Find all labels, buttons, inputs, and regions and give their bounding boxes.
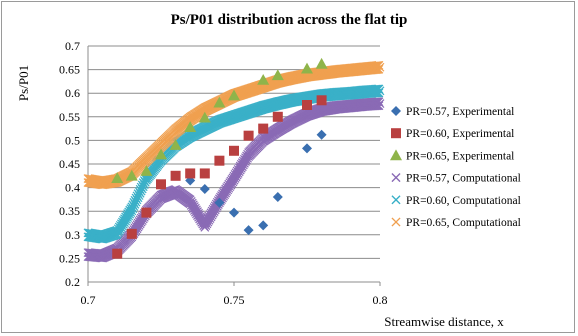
- experimental-point: [316, 129, 327, 140]
- experimental-point: [302, 143, 312, 154]
- experimental-point: [272, 111, 283, 122]
- experimental-point: [315, 57, 328, 69]
- series-2: [111, 57, 328, 183]
- experimental-point: [111, 172, 124, 183]
- legend-label: PR=0.60, Computational: [406, 195, 521, 207]
- legend-label: PR=0.57, Computational: [406, 173, 521, 185]
- computational-point: [375, 99, 385, 109]
- x-tick-label: 0.75: [224, 293, 245, 307]
- axes: [87, 46, 381, 286]
- experimental-point: [229, 145, 239, 156]
- computational-point: [375, 86, 385, 96]
- experimental-point: [199, 184, 210, 195]
- series-1: [112, 95, 327, 259]
- y-tick-label: 0.55: [59, 110, 80, 124]
- y-tick-label: 0.45: [59, 157, 80, 171]
- experimental-point: [198, 111, 211, 123]
- experimental-point: [229, 207, 239, 218]
- experimental-point: [301, 62, 313, 74]
- series-0: [185, 129, 327, 236]
- experimental-point: [185, 168, 196, 179]
- experimental-point: [258, 220, 269, 231]
- legend-marker: [391, 173, 401, 183]
- legend-marker: [391, 128, 401, 139]
- legend-marker: [391, 106, 401, 116]
- computational-point: [374, 97, 384, 107]
- experimental-point: [272, 192, 283, 203]
- y-tick-label: 0.6: [65, 86, 80, 100]
- legend-item: PR=0.57, Experimental: [391, 106, 514, 118]
- legend-item: PR=0.65, Computational: [391, 217, 521, 229]
- data-marks: [83, 57, 385, 263]
- experimental-point: [258, 123, 269, 134]
- legend-marker: [391, 195, 401, 205]
- experimental-point: [228, 89, 240, 101]
- legend-label: PR=0.65, Computational: [406, 217, 521, 229]
- experimental-point: [214, 155, 225, 166]
- legend: PR=0.57, Experimental PR=0.60, Experiment…: [390, 106, 521, 229]
- y-tick-label: 0.3: [65, 228, 80, 242]
- chart-title: Ps/P01 distribution across the flat tip: [171, 12, 408, 28]
- experimental-point: [126, 228, 137, 239]
- experimental-point: [213, 96, 226, 108]
- y-tick-label: 0.25: [59, 251, 80, 265]
- x-tick-label: 0.8: [373, 293, 388, 307]
- experimental-point: [257, 73, 270, 85]
- y-tick-label: 0.35: [59, 204, 80, 218]
- experimental-point: [141, 207, 152, 218]
- y-tick-label: 0.2: [65, 275, 80, 289]
- experimental-point: [199, 168, 210, 179]
- x-tick-label: 0.7: [81, 293, 96, 307]
- y-tick-label: 0.65: [59, 63, 80, 77]
- legend-marker: [390, 149, 402, 161]
- experimental-point: [112, 248, 123, 259]
- y-tick-label: 0.5: [65, 133, 80, 147]
- experimental-point: [140, 165, 153, 176]
- experimental-point: [156, 179, 166, 190]
- legend-label: PR=0.60, Experimental: [406, 128, 514, 140]
- legend-marker: [391, 217, 401, 227]
- legend-item: PR=0.60, Experimental: [391, 128, 514, 140]
- experimental-point: [243, 130, 254, 141]
- computational-point: [374, 88, 384, 98]
- y-axis-label: Ps/P01: [16, 65, 31, 101]
- y-tick-label: 0.4: [65, 181, 80, 195]
- experimental-point: [243, 225, 254, 236]
- computational-point: [374, 60, 384, 70]
- computational-point: [374, 101, 384, 111]
- legend-label: PR=0.65, Experimental: [406, 150, 514, 162]
- legend-item: PR=0.57, Computational: [391, 173, 521, 185]
- legend-item: PR=0.60, Computational: [391, 195, 521, 207]
- experimental-point: [184, 121, 197, 132]
- experimental-point: [125, 169, 138, 181]
- computational-point: [374, 84, 384, 94]
- experimental-point: [169, 139, 182, 150]
- legend-label: PR=0.57, Experimental: [406, 106, 514, 118]
- computational-point: [374, 64, 384, 74]
- experimental-point: [316, 95, 327, 106]
- legend-item: PR=0.65, Experimental: [390, 149, 514, 162]
- tick-labels: 0.2 0.25 0.3 0.35 0.4 0.45 0.5 0.55 0.6 0.65 0.7 0.…: [59, 39, 388, 307]
- computational-point: [375, 62, 385, 72]
- experimental-point: [170, 170, 181, 181]
- experimental-point: [302, 100, 312, 110]
- x-axis-label: Streamwise distance, x: [384, 314, 504, 329]
- experimental-point: [271, 69, 284, 81]
- experimental-point: [155, 148, 167, 160]
- y-tick-label: 0.7: [65, 39, 80, 53]
- experimental-point: [214, 197, 225, 208]
